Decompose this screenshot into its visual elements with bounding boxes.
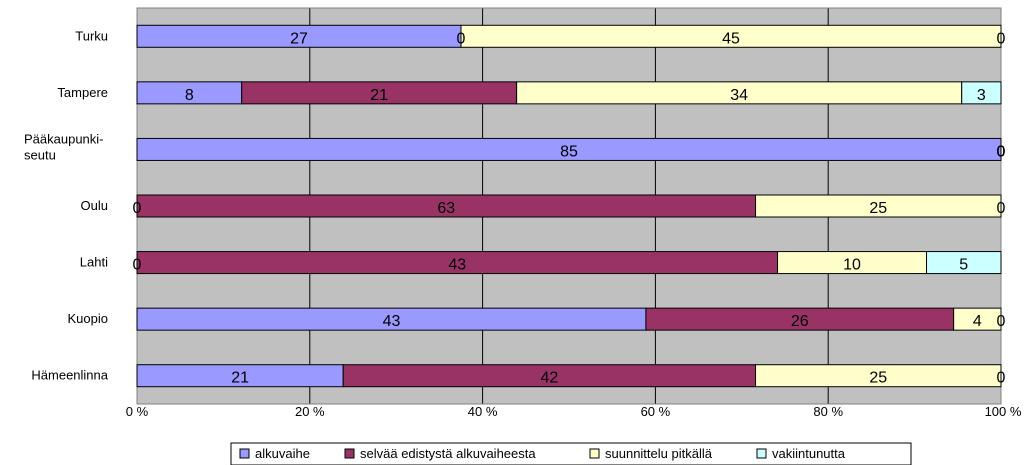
legend-swatch xyxy=(239,448,250,459)
data-label: 25 xyxy=(869,200,887,217)
data-label: 42 xyxy=(540,370,558,387)
bar-segment xyxy=(961,81,1002,105)
data-label: 10 xyxy=(843,257,861,274)
bar-segment xyxy=(926,251,1002,275)
data-label: 3 xyxy=(977,87,986,104)
data-label: 0 xyxy=(997,313,1006,330)
data-label: 8 xyxy=(185,87,194,104)
category-label: Tampere xyxy=(57,85,108,100)
legend-label: alkuvaihe xyxy=(255,446,310,461)
legend-box xyxy=(230,442,912,465)
data-label: 0 xyxy=(997,370,1006,387)
legend-label: selvää edistystä alkuvaiheesta xyxy=(360,446,536,461)
bar-segment xyxy=(136,137,1002,161)
data-label: 0 xyxy=(997,30,1006,47)
data-label: 0 xyxy=(997,200,1006,217)
legend-label: suunnittelu pitkällä xyxy=(605,446,713,461)
bars xyxy=(136,24,1002,388)
x-tick-label: 60 % xyxy=(641,404,671,419)
legend-swatch xyxy=(756,448,767,459)
bar-segment xyxy=(755,194,1002,218)
category-label: Lahti xyxy=(80,255,108,270)
data-label: 0 xyxy=(457,30,466,47)
x-tick-label: 0 % xyxy=(126,404,149,419)
category-labels: Turku Tampere Pääkaupunki-seutu Oulu Lahti Ku… xyxy=(24,28,109,382)
x-tick-label: 100 % xyxy=(985,404,1022,419)
x-tick-label: 80 % xyxy=(813,404,843,419)
data-label: 43 xyxy=(448,257,466,274)
data-label: 0 xyxy=(133,257,142,274)
data-label: 34 xyxy=(730,87,748,104)
x-tick-label: 40 % xyxy=(468,404,498,419)
data-label: 21 xyxy=(231,370,249,387)
legend-swatch xyxy=(589,448,600,459)
data-label: 27 xyxy=(290,30,308,47)
bar-segment xyxy=(460,24,1002,48)
data-label: 26 xyxy=(791,313,809,330)
category-label: Kuopio xyxy=(68,311,108,326)
x-axis-ticks: 0 % 20 % 40 % 60 % 80 % 100 % xyxy=(126,404,1022,419)
bar-segment xyxy=(953,307,1002,331)
category-label: Pääkaupunki-seutu xyxy=(24,131,104,162)
x-tick-label: 20 % xyxy=(295,404,325,419)
data-label: 0 xyxy=(997,143,1006,160)
data-label: 45 xyxy=(722,30,740,47)
data-label: 5 xyxy=(959,257,968,274)
data-label: 43 xyxy=(383,313,401,330)
data-label: 0 xyxy=(133,200,142,217)
legend-swatch xyxy=(344,448,355,459)
data-label: 0 xyxy=(997,143,1006,160)
category-label: Oulu xyxy=(81,198,108,213)
data-label: 21 xyxy=(370,87,388,104)
data-label: 4 xyxy=(973,313,982,330)
category-label: Turku xyxy=(75,28,108,43)
bar-segment xyxy=(755,364,1002,388)
category-label: Hämeenlinna xyxy=(31,368,108,383)
data-label: 0 xyxy=(997,143,1006,160)
data-label: 25 xyxy=(869,370,887,387)
legend: alkuvaihe selvää edistystä alkuvaiheesta s… xyxy=(230,442,912,465)
data-label: 63 xyxy=(437,200,455,217)
data-label: 85 xyxy=(560,143,578,160)
legend-label: vakiintunutta xyxy=(772,446,846,461)
